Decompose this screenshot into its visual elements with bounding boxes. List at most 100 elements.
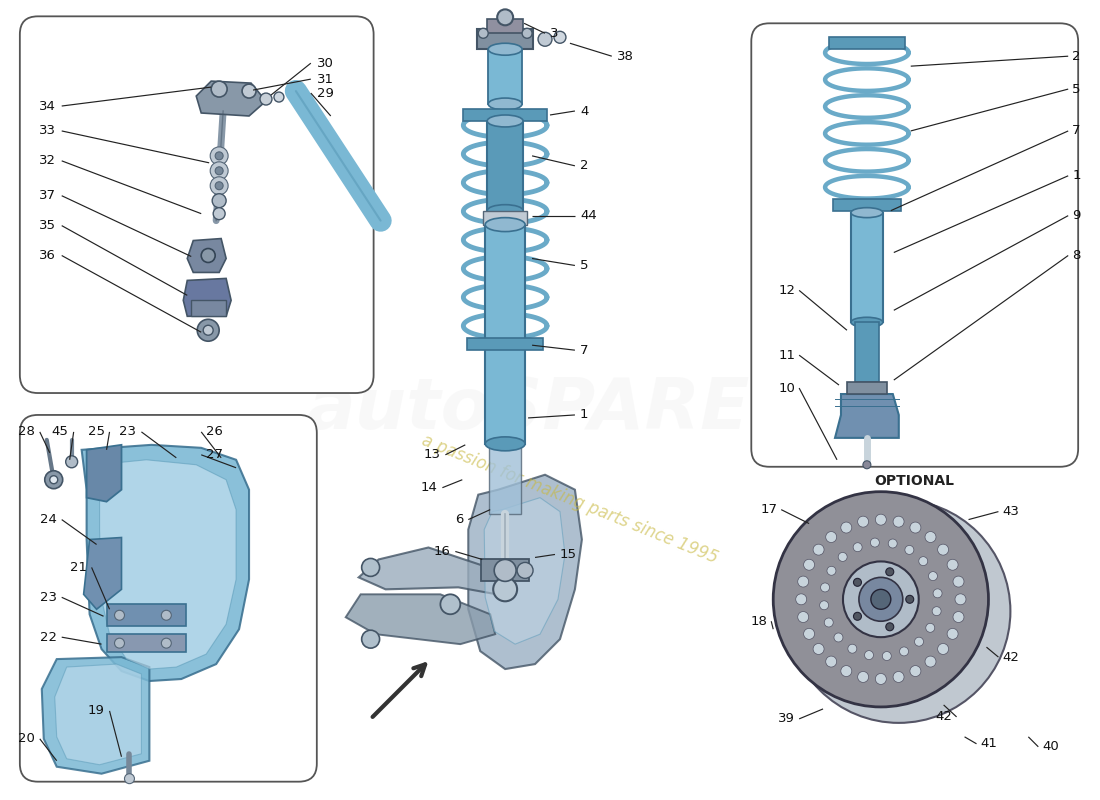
- Text: 35: 35: [39, 219, 56, 232]
- Ellipse shape: [487, 205, 524, 217]
- Ellipse shape: [485, 437, 525, 451]
- Circle shape: [440, 594, 460, 614]
- Polygon shape: [55, 664, 142, 765]
- Circle shape: [914, 638, 924, 646]
- Circle shape: [804, 559, 815, 570]
- Circle shape: [905, 595, 914, 603]
- Circle shape: [910, 522, 921, 533]
- Text: 1: 1: [1072, 170, 1080, 182]
- Polygon shape: [196, 81, 266, 116]
- Polygon shape: [359, 547, 508, 595]
- Circle shape: [858, 516, 869, 527]
- Ellipse shape: [487, 115, 524, 127]
- Text: 28: 28: [18, 426, 35, 438]
- Text: 11: 11: [778, 349, 795, 362]
- Ellipse shape: [851, 318, 883, 327]
- Text: 1: 1: [580, 409, 588, 422]
- Circle shape: [947, 628, 958, 639]
- Circle shape: [204, 326, 213, 335]
- Circle shape: [216, 167, 223, 174]
- Circle shape: [212, 194, 227, 208]
- Circle shape: [882, 651, 891, 661]
- Text: 2: 2: [580, 159, 588, 172]
- Circle shape: [201, 249, 216, 262]
- Circle shape: [937, 643, 948, 654]
- Text: 5: 5: [580, 259, 588, 272]
- Circle shape: [865, 650, 873, 659]
- Circle shape: [788, 500, 1011, 723]
- Circle shape: [210, 162, 228, 180]
- Circle shape: [870, 538, 879, 547]
- Circle shape: [162, 638, 172, 648]
- FancyBboxPatch shape: [20, 16, 374, 393]
- Polygon shape: [835, 394, 899, 438]
- Text: 25: 25: [88, 426, 104, 438]
- Text: autoSPARES: autoSPARES: [307, 375, 803, 445]
- Ellipse shape: [851, 208, 883, 218]
- Text: 39: 39: [779, 712, 795, 726]
- Circle shape: [798, 576, 808, 587]
- Polygon shape: [84, 538, 121, 610]
- Polygon shape: [184, 278, 231, 316]
- Circle shape: [114, 638, 124, 648]
- Circle shape: [953, 576, 964, 587]
- Circle shape: [213, 208, 226, 220]
- Bar: [463, 109, 547, 121]
- Circle shape: [773, 492, 989, 707]
- Text: 27: 27: [206, 448, 223, 462]
- Text: 31: 31: [317, 73, 333, 86]
- Circle shape: [274, 92, 284, 102]
- Circle shape: [838, 553, 847, 562]
- Circle shape: [798, 611, 808, 622]
- Text: 45: 45: [52, 426, 68, 438]
- Bar: [485, 225, 525, 444]
- Bar: [833, 198, 901, 210]
- Text: 33: 33: [39, 125, 56, 138]
- Circle shape: [834, 633, 843, 642]
- Text: 18: 18: [750, 614, 767, 628]
- Circle shape: [211, 81, 227, 97]
- Circle shape: [886, 568, 894, 576]
- Circle shape: [538, 32, 552, 46]
- Text: 37: 37: [39, 190, 56, 202]
- Circle shape: [928, 572, 937, 581]
- Circle shape: [918, 557, 927, 566]
- Ellipse shape: [485, 218, 525, 231]
- Circle shape: [840, 522, 851, 533]
- Text: 36: 36: [39, 249, 56, 262]
- Circle shape: [124, 774, 134, 784]
- Text: 16: 16: [433, 545, 450, 558]
- Text: OPTIONAL: OPTIONAL: [874, 474, 955, 488]
- Circle shape: [795, 594, 806, 605]
- Circle shape: [886, 623, 894, 630]
- Circle shape: [953, 611, 964, 622]
- Circle shape: [362, 630, 380, 648]
- Circle shape: [362, 558, 380, 576]
- Text: 17: 17: [760, 503, 778, 516]
- Circle shape: [824, 618, 833, 627]
- Text: 38: 38: [617, 50, 634, 62]
- Text: 2: 2: [1072, 50, 1080, 62]
- Text: 24: 24: [40, 513, 57, 526]
- Circle shape: [820, 601, 828, 610]
- Ellipse shape: [488, 43, 522, 55]
- FancyBboxPatch shape: [20, 415, 317, 782]
- Circle shape: [66, 456, 78, 468]
- Circle shape: [859, 578, 903, 622]
- Text: 29: 29: [317, 86, 333, 99]
- Circle shape: [493, 578, 517, 602]
- Circle shape: [893, 516, 904, 527]
- Circle shape: [932, 606, 942, 616]
- Polygon shape: [81, 445, 249, 681]
- Bar: [855, 322, 879, 382]
- Polygon shape: [42, 657, 150, 774]
- Circle shape: [933, 589, 942, 598]
- Circle shape: [843, 562, 918, 637]
- Text: 13: 13: [424, 448, 440, 462]
- Text: 42: 42: [936, 710, 953, 723]
- Text: 22: 22: [40, 630, 57, 644]
- Circle shape: [862, 461, 871, 469]
- Text: 4: 4: [580, 105, 588, 118]
- Circle shape: [955, 594, 966, 605]
- Circle shape: [876, 514, 887, 525]
